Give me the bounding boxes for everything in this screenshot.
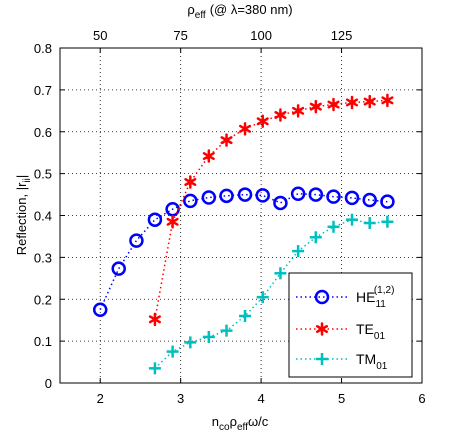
series-line	[154, 99, 388, 320]
data-point	[129, 233, 144, 248]
asterisk-stroke	[381, 96, 394, 105]
legend-marker-te01	[315, 322, 329, 336]
series-layer	[92, 93, 395, 375]
y-tick-label: 0.2	[34, 292, 52, 307]
data-point	[292, 245, 305, 258]
asterisk-stroke	[148, 315, 161, 324]
series-asterisk	[148, 93, 394, 327]
data-point	[111, 261, 126, 276]
data-point	[201, 190, 217, 205]
asterisk-stroke	[256, 117, 269, 126]
data-point	[219, 188, 234, 204]
data-point	[381, 93, 394, 108]
legend: HE11(1,2) TE01 TM01	[288, 272, 413, 378]
y-axis-label: Reflection, |rii|	[14, 175, 33, 256]
data-point	[309, 231, 322, 244]
legend-asterisk	[315, 322, 329, 336]
data-point	[202, 149, 215, 163]
data-point	[220, 133, 233, 147]
data-point	[148, 312, 161, 327]
legend-label-tm01: TM01	[356, 351, 388, 372]
data-point	[381, 215, 394, 228]
data-point	[148, 362, 161, 375]
data-point	[327, 220, 340, 233]
data-point	[183, 193, 198, 209]
data-point	[255, 188, 270, 203]
y-tick-label: 0.8	[34, 41, 52, 56]
data-point	[327, 97, 340, 112]
x-tick-label: 3	[177, 391, 184, 406]
y-tick-label: 0.7	[34, 83, 52, 98]
asterisk-stroke	[184, 178, 197, 186]
legend-marker-he11	[314, 289, 330, 305]
y-tick-label: 0.5	[34, 167, 52, 182]
x-tick-label: 6	[418, 391, 425, 406]
data-point	[202, 330, 215, 343]
data-point	[362, 192, 377, 208]
legend-entry-tm01: TM01	[296, 351, 388, 372]
data-point	[184, 175, 197, 189]
y-tick-label: 0.3	[34, 250, 52, 265]
data-point	[292, 104, 305, 118]
data-point	[309, 99, 322, 114]
x-tick-label: 2	[97, 391, 104, 406]
series-plus	[148, 213, 394, 375]
asterisk-stroke	[202, 152, 215, 161]
top-tick-label: 125	[331, 28, 353, 43]
data-point	[344, 190, 360, 206]
data-point	[256, 114, 269, 129]
legend-label-te01: TE01	[356, 321, 385, 342]
legend-label-he11: HE11(1,2)	[356, 285, 394, 310]
data-point	[184, 336, 197, 349]
asterisk-stroke	[166, 217, 179, 226]
data-point	[237, 187, 253, 202]
asterisk-stroke	[363, 97, 376, 106]
data-point	[220, 324, 233, 337]
data-point	[166, 345, 179, 358]
asterisk-stroke	[274, 111, 287, 119]
legend-entry-te01: TE01	[296, 321, 385, 342]
top-tick-label: 100	[250, 28, 272, 43]
x-tick-label: 5	[338, 391, 345, 406]
asterisk-stroke	[327, 100, 340, 109]
data-point	[308, 187, 324, 202]
x-axis-label: ncoρeffω/c	[212, 414, 269, 433]
data-point	[346, 95, 359, 110]
asterisk-stroke	[292, 106, 305, 115]
legend-entry-he11: HE11(1,2)	[296, 285, 394, 310]
data-point	[363, 217, 376, 230]
data-point	[166, 215, 179, 229]
data-point	[274, 108, 287, 122]
data-point	[239, 122, 252, 136]
top-tick-label: 50	[93, 28, 107, 43]
y-tick-label: 0	[45, 376, 52, 391]
legend-plus	[316, 353, 328, 365]
asterisk-stroke	[346, 98, 359, 107]
data-point	[256, 291, 269, 304]
legend-marker-tm01	[316, 353, 328, 365]
x-tick-label: 4	[257, 391, 264, 406]
data-point	[147, 212, 163, 227]
data-point	[346, 213, 359, 226]
asterisk-stroke	[315, 325, 329, 333]
y-tick-label: 0.6	[34, 125, 52, 140]
data-point	[273, 195, 288, 211]
asterisk-stroke	[239, 124, 252, 133]
asterisk-stroke	[220, 136, 233, 145]
ticks-layer: 2 3 4 5 6 0 0.1 0.2 0.3 0.4 0.5 0.6 0.7 0.8 50 75 100 125	[34, 28, 426, 406]
data-point	[92, 302, 108, 317]
data-point	[290, 186, 306, 201]
data-point	[326, 189, 341, 204]
y-tick-label: 0.1	[34, 334, 52, 349]
y-tick-label: 0.4	[34, 209, 52, 224]
top-axis-label: ρeff (@ λ=380 nm)	[187, 2, 292, 21]
data-point	[363, 94, 376, 109]
data-point	[239, 310, 252, 322]
data-point	[380, 194, 395, 209]
data-point	[274, 267, 287, 280]
asterisk-stroke	[309, 102, 322, 111]
top-tick-label: 75	[173, 28, 187, 43]
